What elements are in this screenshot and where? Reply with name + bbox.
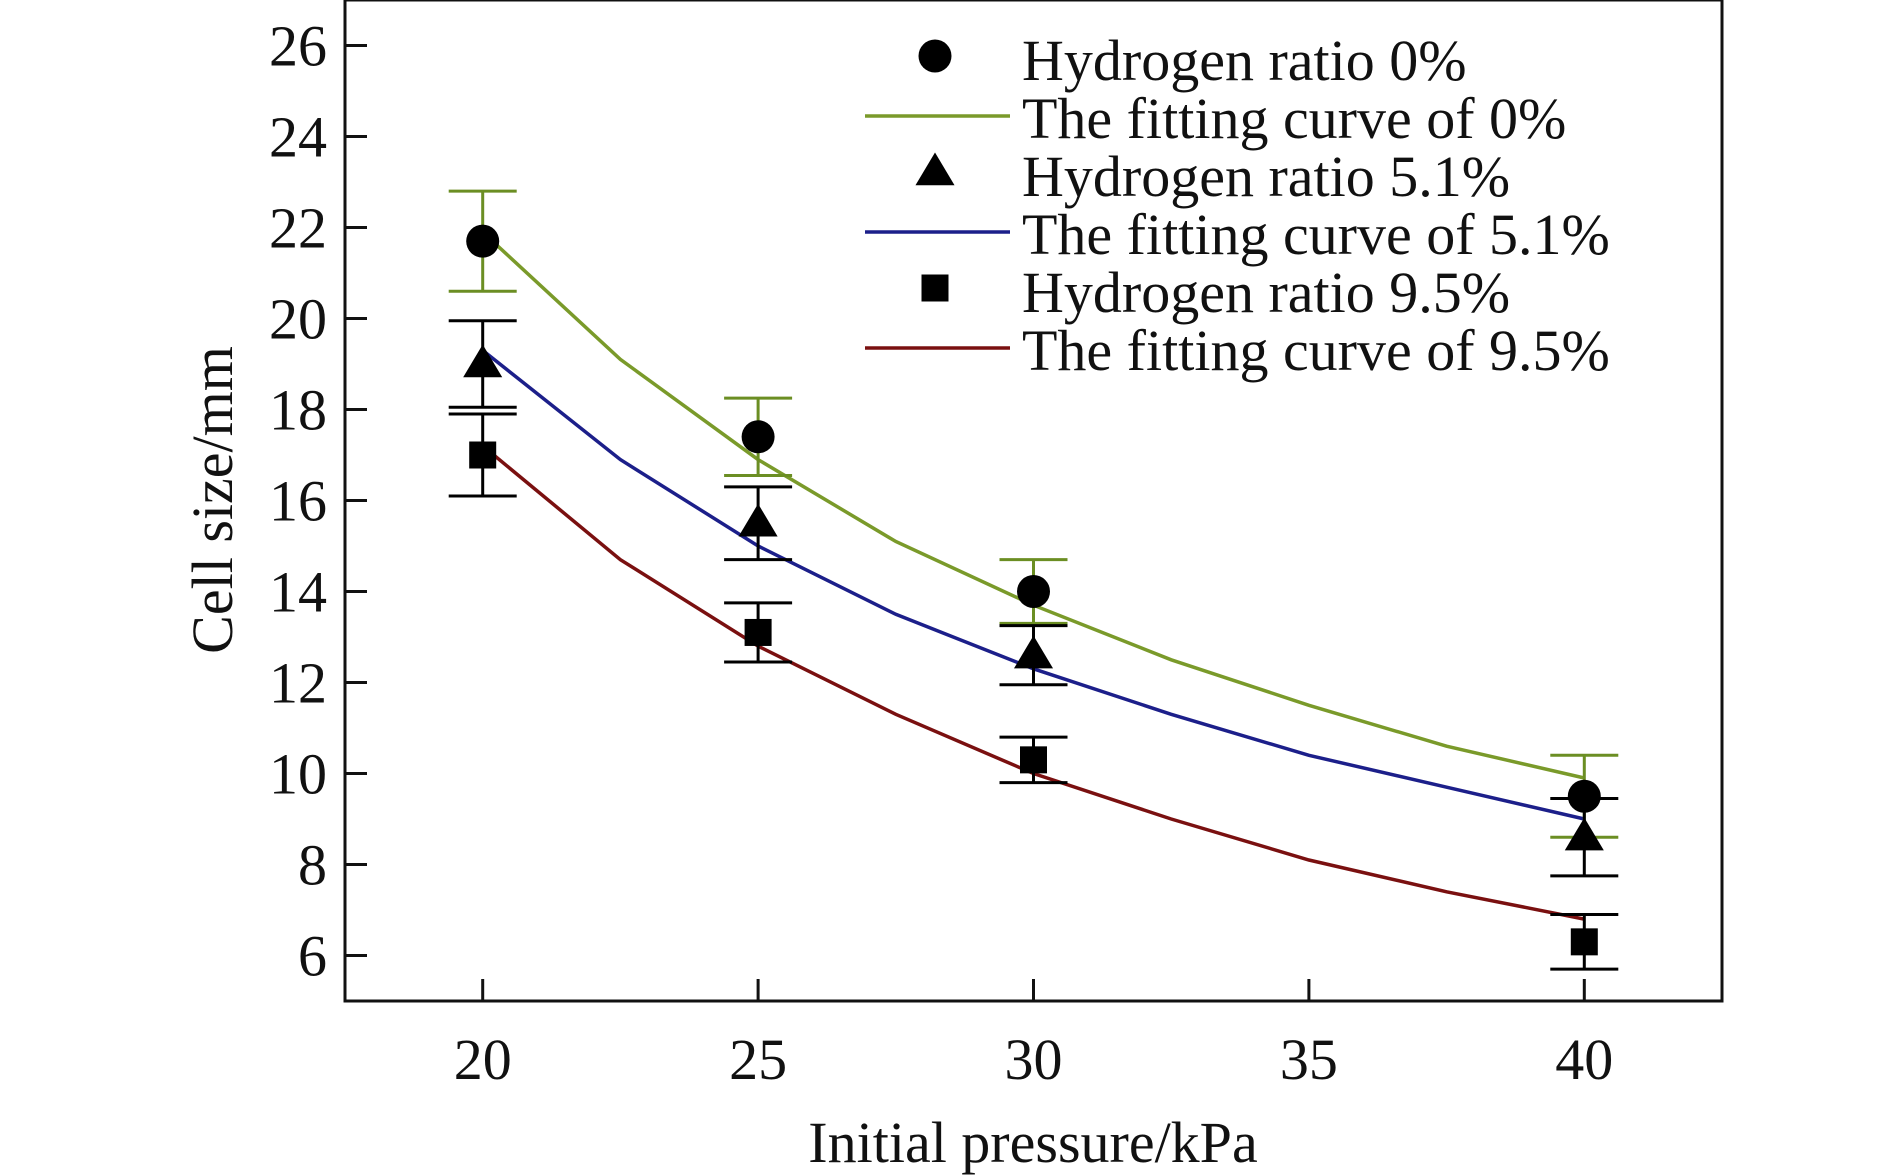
legend-label: The fitting curve of 5.1% [1022, 202, 1610, 267]
y-tick-label: 22 [269, 196, 327, 261]
data-point-triangle [1564, 817, 1604, 851]
y-tick-label: 6 [298, 924, 327, 989]
data-point-square [1570, 928, 1598, 956]
x-tick-label: 30 [1005, 1027, 1063, 1092]
legend-marker-square [921, 274, 949, 302]
data-point-square [1020, 746, 1047, 774]
axis-ticks: 20 25 30 35 40 6 8 10 12 14 16 18 20 22 24 26 [269, 14, 1613, 1093]
data-point-circle [466, 224, 500, 258]
legend-label: Hydrogen ratio 9.5% [1022, 260, 1510, 325]
y-tick-label: 24 [269, 105, 327, 170]
x-axis-title: Initial pressure/kPa [808, 1110, 1257, 1175]
legend-label: The fitting curve of 0% [1022, 86, 1566, 151]
y-tick-label: 14 [269, 560, 327, 625]
y-tick-label: 16 [269, 469, 327, 534]
legend-label: Hydrogen ratio 0% [1022, 28, 1467, 93]
data-point-square [469, 441, 497, 469]
legend-marker-triangle [915, 152, 955, 186]
y-tick-label: 12 [269, 651, 327, 716]
data-point-square [744, 618, 772, 646]
x-tick-label: 25 [729, 1027, 787, 1092]
y-tick-label: 20 [269, 287, 327, 352]
x-tick-label: 35 [1280, 1027, 1338, 1092]
y-axis-title: Cell size/mm [180, 346, 245, 654]
y-tick-label: 18 [269, 378, 327, 443]
legend-marker-circle [918, 39, 952, 73]
y-tick-label: 8 [298, 833, 327, 898]
data-point-triangle [463, 344, 503, 378]
data-point-circle [1017, 575, 1050, 608]
data-point-triangle [738, 503, 778, 537]
legend: Hydrogen ratio 0%The fitting curve of 0%… [865, 28, 1610, 383]
legend-label: Hydrogen ratio 5.1% [1022, 144, 1510, 209]
data-point-circle [741, 420, 775, 454]
y-tick-label: 10 [269, 742, 327, 807]
legend-label: The fitting curve of 9.5% [1022, 318, 1610, 383]
data-point-triangle [1013, 635, 1054, 669]
plot-area [448, 189, 1619, 971]
x-tick-label: 40 [1555, 1027, 1613, 1092]
y-tick-label: 26 [269, 14, 327, 79]
data-point-circle [1567, 779, 1601, 813]
x-tick-label: 20 [454, 1027, 512, 1092]
